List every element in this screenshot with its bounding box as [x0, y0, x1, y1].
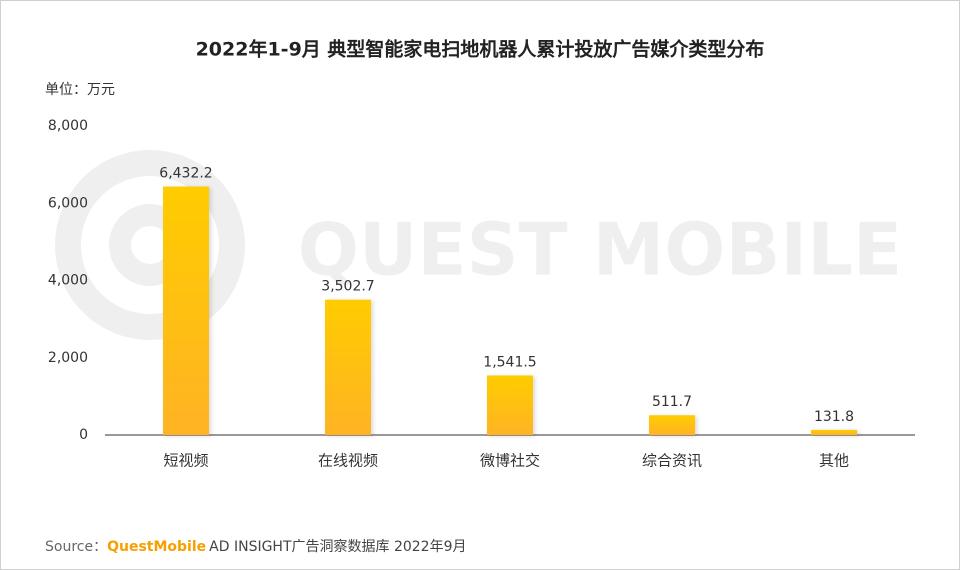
- bar: [487, 375, 533, 435]
- bar: [325, 299, 371, 435]
- source-label: Source：: [45, 539, 107, 555]
- bar: [811, 429, 857, 435]
- x-tick-label: 微博社交: [480, 452, 540, 470]
- bar: [649, 415, 695, 435]
- chart-title: 2022年1-9月 典型智能家电扫地机器人累计投放广告媒介类型分布: [196, 38, 765, 61]
- x-tick-label: 综合资讯: [642, 452, 702, 470]
- value-label: 3,502.7: [321, 279, 374, 295]
- value-label: 131.8: [814, 409, 854, 425]
- y-tick-label: 8,000: [48, 118, 88, 134]
- source-text: AD INSIGHT广告洞察数据库 2022年9月: [209, 538, 466, 555]
- bar: [163, 186, 209, 435]
- y-tick-label: 0: [79, 427, 88, 443]
- value-label: 6,432.2: [159, 166, 212, 182]
- x-tick-label: 其他: [819, 452, 849, 470]
- x-tick-label: 短视频: [163, 452, 208, 470]
- x-tick-label: 在线视频: [318, 452, 378, 470]
- unit-label: 单位：万元: [45, 82, 115, 98]
- source-brand: QuestMobile: [107, 539, 206, 555]
- source: Source：QuestMobile AD INSIGHT广告洞察数据库 2022…: [45, 538, 467, 555]
- value-label: 511.7: [652, 394, 692, 410]
- y-tick-label: 2,000: [48, 350, 88, 366]
- value-label: 1,541.5: [483, 354, 536, 370]
- watermark: QUEST MOBILE: [298, 208, 902, 292]
- y-tick-label: 4,000: [48, 273, 88, 289]
- y-tick-label: 6,000: [48, 195, 88, 211]
